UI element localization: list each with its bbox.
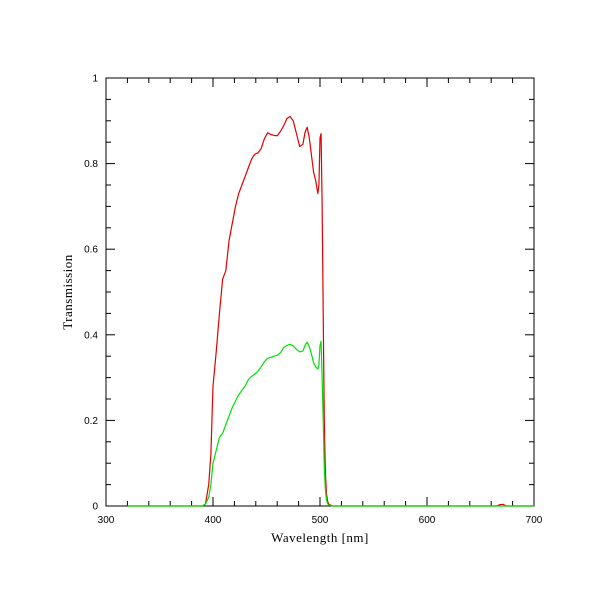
y-axis-label: Transmission xyxy=(60,254,75,330)
x-tick-label: 300 xyxy=(98,515,115,526)
x-tick-label: 400 xyxy=(205,515,222,526)
y-tick-label: 0.6 xyxy=(84,245,98,256)
x-tick-label: 600 xyxy=(419,515,436,526)
series-line-1 xyxy=(127,115,534,507)
series-layer xyxy=(127,115,534,507)
x-tick-label: 500 xyxy=(312,515,329,526)
y-tick-label: 0.4 xyxy=(84,330,98,341)
x-tick-labels: 300 400 500 600 700 xyxy=(98,515,543,526)
y-tick-label: 0 xyxy=(92,502,98,513)
y-tick-label: 1 xyxy=(92,74,98,85)
y-tick-label: 0.8 xyxy=(84,159,98,170)
y-tick-label: 0.2 xyxy=(84,416,98,427)
axis-ticks xyxy=(105,77,535,507)
y-tick-labels: 0 0.2 0.4 0.6 0.8 1 xyxy=(84,74,98,513)
x-tick-label: 700 xyxy=(526,515,543,526)
series-line-2 xyxy=(127,340,534,507)
x-axis-label: Wavelength [nm] xyxy=(271,530,369,545)
